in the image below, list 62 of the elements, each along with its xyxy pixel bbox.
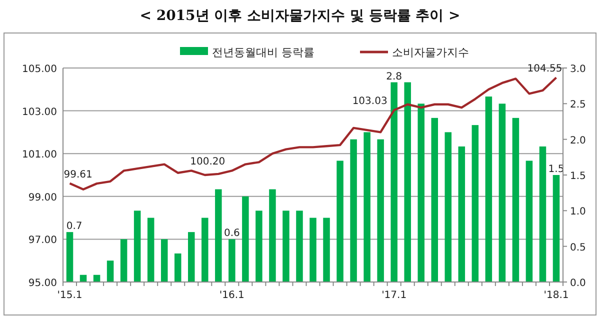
data-label: 0.7 bbox=[66, 221, 82, 232]
x-tick-label: '17.1 bbox=[382, 290, 407, 301]
bar bbox=[174, 253, 182, 282]
data-label: 99.61 bbox=[64, 169, 92, 180]
y-tick-label: 95.00 bbox=[28, 278, 57, 289]
bar bbox=[526, 160, 533, 282]
data-label: 103.03 bbox=[352, 96, 388, 108]
legend-label: 소비자물가지수 bbox=[392, 46, 469, 59]
bar bbox=[310, 218, 316, 282]
bar bbox=[215, 189, 222, 282]
y2-tick-label: 0.5 bbox=[570, 242, 586, 254]
bar bbox=[418, 104, 424, 282]
y2-tick-label: 2.0 bbox=[570, 135, 586, 146]
legend-label: 전년동월대비 등락률 bbox=[212, 46, 314, 59]
y2-tick-label: 0.0 bbox=[570, 278, 586, 289]
bar bbox=[188, 232, 195, 282]
bar bbox=[444, 132, 452, 282]
bar bbox=[498, 104, 506, 282]
bar bbox=[282, 210, 290, 282]
bar bbox=[364, 132, 370, 282]
bar bbox=[323, 218, 330, 282]
bar bbox=[431, 118, 438, 282]
bar bbox=[350, 139, 357, 282]
bar bbox=[404, 82, 411, 282]
bar bbox=[336, 160, 344, 282]
bar bbox=[120, 239, 128, 282]
bar bbox=[202, 218, 208, 282]
y-tick-label: 105.00 bbox=[22, 64, 57, 75]
bar bbox=[66, 232, 74, 282]
x-tick-label: '16.1 bbox=[219, 290, 244, 301]
bar bbox=[539, 146, 546, 282]
data-label: 104.55 bbox=[527, 64, 562, 75]
bar bbox=[269, 189, 276, 282]
x-tick-label: '18.1 bbox=[544, 290, 569, 301]
data-label: 2.8 bbox=[386, 71, 402, 82]
y2-tick-label: 2.5 bbox=[570, 100, 586, 111]
chart-title: < 2015년 이후 소비자물가지수 및 등락률 추이 > bbox=[140, 8, 460, 24]
bar bbox=[160, 239, 168, 282]
data-label: 100.20 bbox=[190, 156, 226, 168]
y-tick-label: 97.00 bbox=[28, 235, 57, 246]
bar bbox=[377, 139, 384, 282]
y-tick-label: 103.00 bbox=[22, 106, 57, 118]
y2-tick-label: 1.5 bbox=[570, 171, 586, 182]
bar bbox=[390, 82, 398, 282]
x-tick-label: '15.1 bbox=[57, 290, 82, 301]
bar bbox=[485, 96, 492, 282]
bar bbox=[472, 125, 479, 282]
bar bbox=[147, 218, 154, 282]
y-tick-label: 99.00 bbox=[28, 192, 57, 204]
bar bbox=[256, 210, 262, 282]
bar bbox=[552, 175, 560, 282]
bar bbox=[296, 210, 303, 282]
data-label: 0.6 bbox=[224, 228, 240, 240]
y-tick-label: 101.00 bbox=[22, 150, 57, 161]
bar bbox=[228, 239, 236, 282]
bar bbox=[242, 196, 249, 282]
bar bbox=[458, 146, 466, 282]
bar bbox=[512, 118, 520, 282]
bar bbox=[106, 260, 114, 282]
y2-tick-label: 1.0 bbox=[570, 206, 586, 218]
bar bbox=[134, 210, 141, 282]
y2-tick-label: 3.0 bbox=[570, 64, 586, 75]
